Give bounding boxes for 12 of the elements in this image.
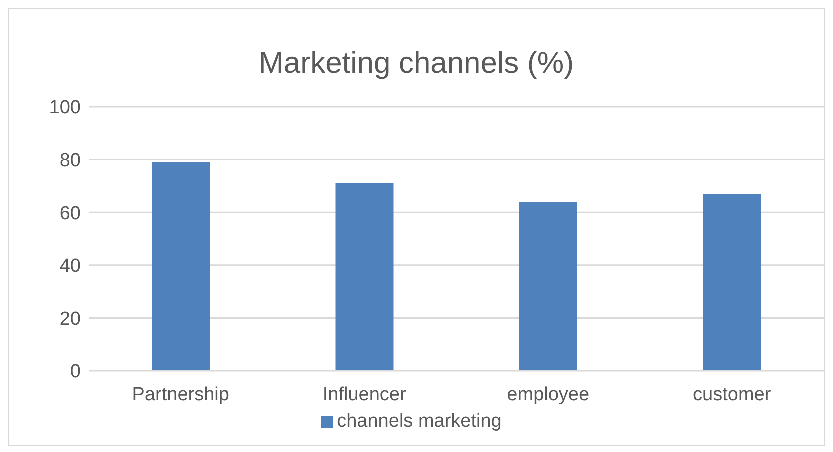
y-tick-label: 20 (60, 308, 81, 330)
y-tick-label: 100 (49, 98, 81, 119)
y-tick-label: 60 (60, 203, 81, 224)
x-tick-label: customer (693, 384, 772, 406)
x-tick-label: employee (507, 384, 590, 406)
x-tick-label: Partnership (132, 384, 230, 406)
y-tick-label: 80 (60, 150, 81, 172)
y-tick-label: 40 (60, 256, 81, 278)
x-tick-label: Influencer (322, 384, 408, 406)
y-tick-label: 0 (70, 362, 81, 383)
chart-title: Marketing channels (%) (258, 46, 576, 81)
legend-label: channels marketing (337, 411, 502, 432)
